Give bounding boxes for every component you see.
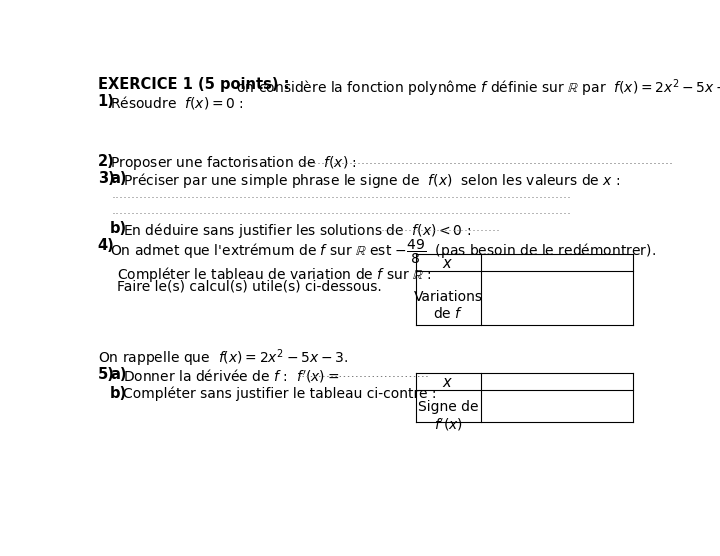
- Text: Signe de
$f'(x)$: Signe de $f'(x)$: [418, 400, 478, 433]
- Text: On rappelle que  $f(x)=2x^2-5x-3$.: On rappelle que $f(x)=2x^2-5x-3$.: [98, 348, 348, 369]
- Text: $x$: $x$: [443, 375, 454, 390]
- Text: ................................................................................: ........................................…: [112, 204, 572, 217]
- Text: Faire le(s) calcul(s) utile(s) ci-dessous.: Faire le(s) calcul(s) utile(s) ci-dessou…: [117, 279, 382, 293]
- Text: 2): 2): [98, 153, 114, 168]
- Text: a): a): [110, 171, 127, 186]
- Text: En déduire sans justifier les solutions de  $f(x)<0$ :: En déduire sans justifier les solutions …: [123, 221, 472, 240]
- Text: 4): 4): [98, 237, 114, 252]
- Text: 5): 5): [98, 367, 114, 382]
- Text: Variations
de $f$: Variations de $f$: [413, 290, 482, 321]
- Text: ................................................................................: ........................................…: [297, 153, 674, 167]
- Text: ................................................................................: ........................................…: [112, 188, 572, 201]
- Text: on considère la fonction polynôme $f$ définie sur $\mathbb{R}$ par  $f(x)=2x^2-5: on considère la fonction polynôme $f$ dé…: [232, 77, 720, 99]
- Text: Proposer une factorisation de  $f(x)$ :: Proposer une factorisation de $f(x)$ :: [110, 153, 357, 172]
- Text: Résoudre  $f(x)=0$ :: Résoudre $f(x)=0$ :: [110, 93, 244, 111]
- Text: b): b): [110, 386, 127, 401]
- Text: EXERCICE 1 (5 points) :: EXERCICE 1 (5 points) :: [98, 77, 289, 92]
- Text: On admet que l'extrémum de $f$ sur $\mathbb{R}$ est $-\dfrac{49}{8}$  (pas besoi: On admet que l'extrémum de $f$ sur $\mat…: [110, 237, 656, 266]
- Text: b): b): [110, 221, 127, 236]
- Text: 1): 1): [98, 93, 114, 108]
- Text: Donner la dérivée de $f$ :  $f'(x)=$: Donner la dérivée de $f$ : $f'(x)=$: [123, 367, 340, 384]
- Text: ................................: ................................: [297, 367, 430, 380]
- Text: Compléter sans justifier le tableau ci-contre :: Compléter sans justifier le tableau ci-c…: [123, 386, 437, 401]
- Text: Préciser par une simple phrase le signe de  $f(x)$  selon les valeurs de $x$ :: Préciser par une simple phrase le signe …: [123, 171, 621, 191]
- Text: ..............................: ..............................: [381, 221, 500, 234]
- Text: 3): 3): [98, 171, 114, 186]
- Text: Compléter le tableau de variation de $f$ sur $\mathbb{R}$ :: Compléter le tableau de variation de $f$…: [117, 265, 431, 284]
- Text: $x$: $x$: [443, 256, 454, 271]
- Text: a): a): [110, 367, 127, 382]
